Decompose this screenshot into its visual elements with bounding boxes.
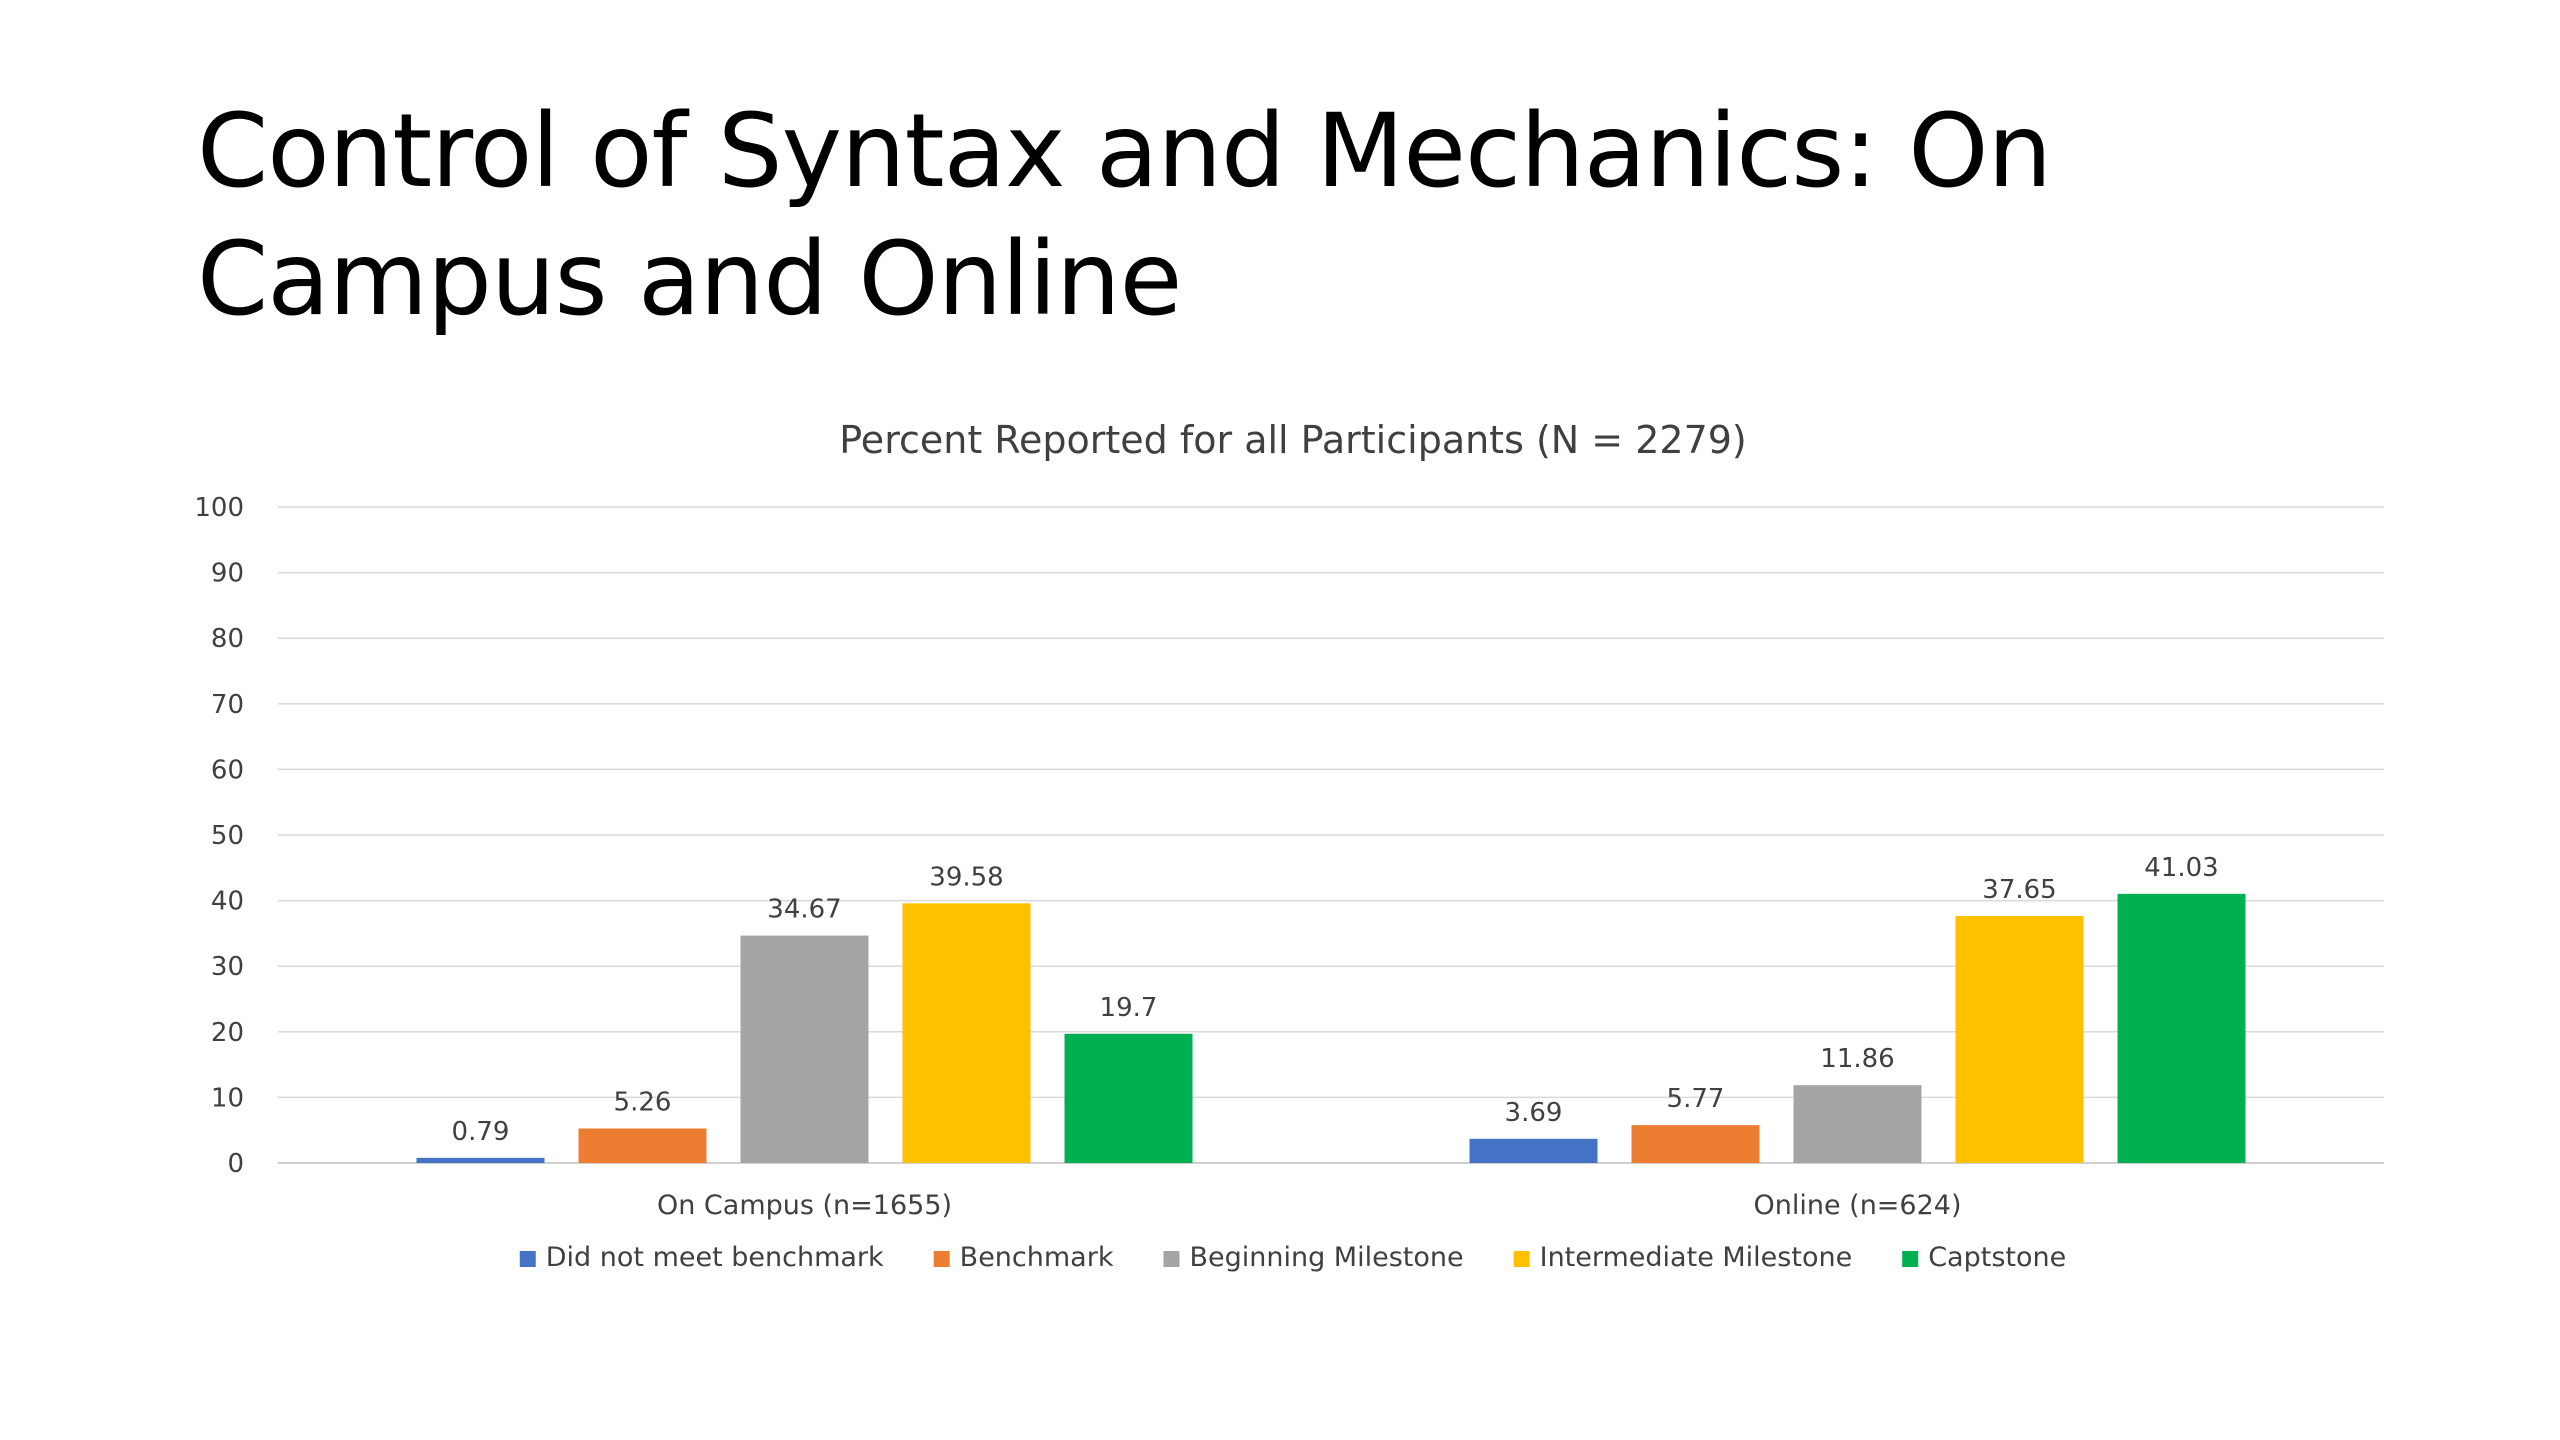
category-label: On Campus (n=1655)	[657, 1190, 952, 1221]
data-label: 19.7	[1100, 993, 1158, 1023]
bar	[1064, 1033, 1193, 1163]
bars	[416, 893, 2246, 1163]
data-label: 41.03	[2144, 853, 2218, 883]
legend-item: Captstone	[1902, 1242, 2066, 1273]
bar	[1631, 1125, 1760, 1163]
data-labels: 0.79 5.26 34.67 39.58 19.7 3.69 5.77 11.86 37.65…	[452, 853, 2219, 1147]
bar	[416, 1157, 545, 1163]
data-label: 5.77	[1667, 1084, 1725, 1114]
data-label: 0.79	[452, 1117, 510, 1147]
y-tick-label: 20	[211, 1018, 244, 1048]
bar	[1955, 916, 2084, 1163]
bar	[1469, 1138, 1598, 1163]
bar	[902, 903, 1031, 1163]
bar	[578, 1128, 707, 1163]
chart-title: Percent Reported for all Participants (N…	[839, 418, 1747, 462]
y-tick-label: 100	[194, 493, 244, 523]
data-label: 5.26	[614, 1087, 672, 1117]
legend-item: Beginning Milestone	[1163, 1242, 1464, 1273]
data-label: 34.67	[767, 895, 841, 925]
y-tick-label: 40	[211, 887, 244, 917]
y-tick-label: 0	[227, 1149, 244, 1179]
y-tick-label: 10	[211, 1083, 244, 1113]
y-tick-label: 60	[211, 755, 244, 785]
legend-label: Captstone	[1928, 1242, 2066, 1273]
y-tick-label: 50	[211, 821, 244, 851]
legend: Did not meet benchmark Benchmark Beginning…	[519, 1242, 2066, 1273]
data-label: 11.86	[1820, 1044, 1894, 1074]
category-label: Online (n=624)	[1753, 1190, 1961, 1221]
bar	[2117, 893, 2246, 1163]
legend-label: Intermediate Milestone	[1540, 1242, 1853, 1273]
legend-item: Benchmark	[933, 1242, 1114, 1273]
data-label: 37.65	[1982, 875, 2056, 905]
slide-title: Control of Syntax and Mechanics: On Camp…	[197, 92, 2052, 339]
y-tick-label: 70	[211, 690, 244, 720]
legend-item: Intermediate Milestone	[1513, 1242, 1853, 1273]
data-label: 3.69	[1505, 1098, 1563, 1128]
legend-swatch	[519, 1251, 536, 1267]
legend-swatch	[1902, 1251, 1919, 1267]
y-tick-label: 80	[211, 624, 244, 654]
legend-label: Did not meet benchmark	[546, 1242, 884, 1273]
bar	[740, 935, 869, 1163]
bar	[1793, 1085, 1922, 1163]
legend-swatch	[933, 1251, 950, 1267]
y-tick-label: 90	[211, 559, 244, 589]
y-tick-label: 30	[211, 952, 244, 982]
legend-label: Beginning Milestone	[1189, 1242, 1463, 1273]
legend-swatch	[1163, 1251, 1180, 1267]
legend-label: Benchmark	[960, 1242, 1114, 1273]
legend-item: Did not meet benchmark	[519, 1242, 884, 1273]
legend-swatch	[1513, 1251, 1530, 1267]
data-label: 39.58	[929, 862, 1003, 892]
category-labels: On Campus (n=1655) Online (n=624)	[657, 1190, 1962, 1221]
y-axis-ticks: 0 10 20 30 40 50 60 70 80 90 100	[194, 493, 244, 1179]
